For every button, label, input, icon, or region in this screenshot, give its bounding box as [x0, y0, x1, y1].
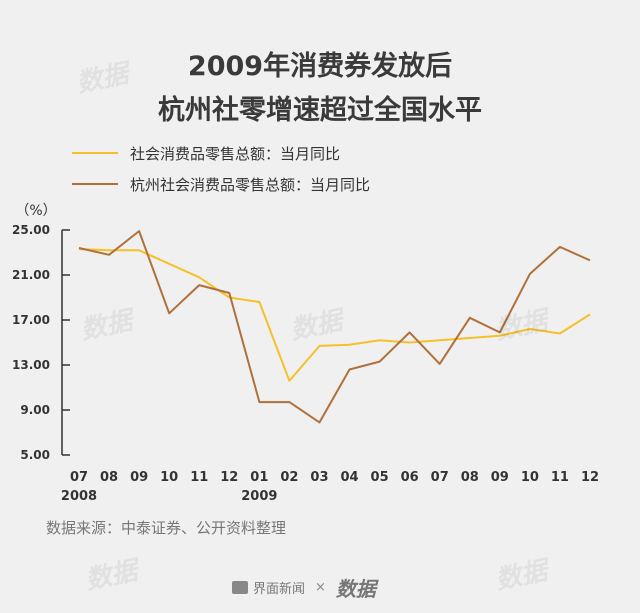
- series-line-national: [78, 248, 591, 382]
- x-tick-label: 10: [160, 470, 178, 485]
- x-tick-label: 02: [280, 470, 298, 485]
- legend-label-hangzhou: 杭州社会消费品零售总额：当月同比: [130, 175, 371, 194]
- data-source: 数据来源：中泰证券、公开资料整理: [46, 519, 287, 537]
- x-year-label: 2008: [61, 489, 97, 504]
- legend-swatch-hangzhou: [72, 183, 118, 185]
- footer-branding: 界面新闻 × 数据: [232, 573, 376, 602]
- y-tick-label: 17.00: [12, 313, 50, 327]
- x-tick-label: 05: [371, 470, 389, 485]
- y-tick-label: 13.00: [12, 358, 50, 372]
- x-tick-label: 12: [220, 470, 238, 485]
- x-tick-label: 11: [551, 470, 569, 485]
- x-tick-label: 01: [250, 470, 268, 485]
- y-tick-label: 5.00: [20, 448, 50, 462]
- footer-brand-jiemian: 界面新闻: [253, 582, 306, 597]
- y-tick-label: 9.00: [20, 403, 50, 417]
- x-tick-label: 11: [190, 470, 208, 485]
- legend-item-national: 社会消费品零售总额：当月同比: [72, 141, 340, 165]
- x-tick-label: 03: [310, 470, 328, 485]
- x-tick-label: 04: [340, 470, 358, 485]
- chart-title-line1: 2009年消费券发放后: [187, 51, 453, 82]
- series-line-hangzhou: [78, 230, 591, 424]
- legend-item-hangzhou: 杭州社会消费品零售总额：当月同比: [72, 172, 370, 196]
- chart-title-line2: 杭州社零增速超过全国水平: [158, 95, 482, 126]
- x-tick-label: 09: [491, 470, 509, 485]
- footer-times: ×: [315, 580, 326, 595]
- legend-swatch-national: [72, 152, 118, 154]
- jiemian-logo-icon: [232, 581, 248, 594]
- legend-label-national: 社会消费品零售总额：当月同比: [130, 144, 341, 163]
- x-tick-label: 07: [431, 470, 449, 485]
- x-tick-label: 07: [70, 470, 88, 485]
- x-tick-label: 12: [581, 470, 599, 485]
- y-axis-unit-label: （%）: [15, 203, 56, 219]
- y-tick-label: 25.00: [12, 223, 50, 237]
- x-tick-label: 09: [130, 470, 148, 485]
- x-tick-label: 10: [521, 470, 539, 485]
- x-tick-label: 06: [401, 470, 419, 485]
- y-tick-label: 21.00: [12, 268, 50, 282]
- x-tick-label: 08: [461, 470, 479, 485]
- x-year-label: 2009: [241, 489, 277, 504]
- footer-brand-shuju: 数据: [335, 577, 376, 601]
- x-tick-label: 08: [100, 470, 118, 485]
